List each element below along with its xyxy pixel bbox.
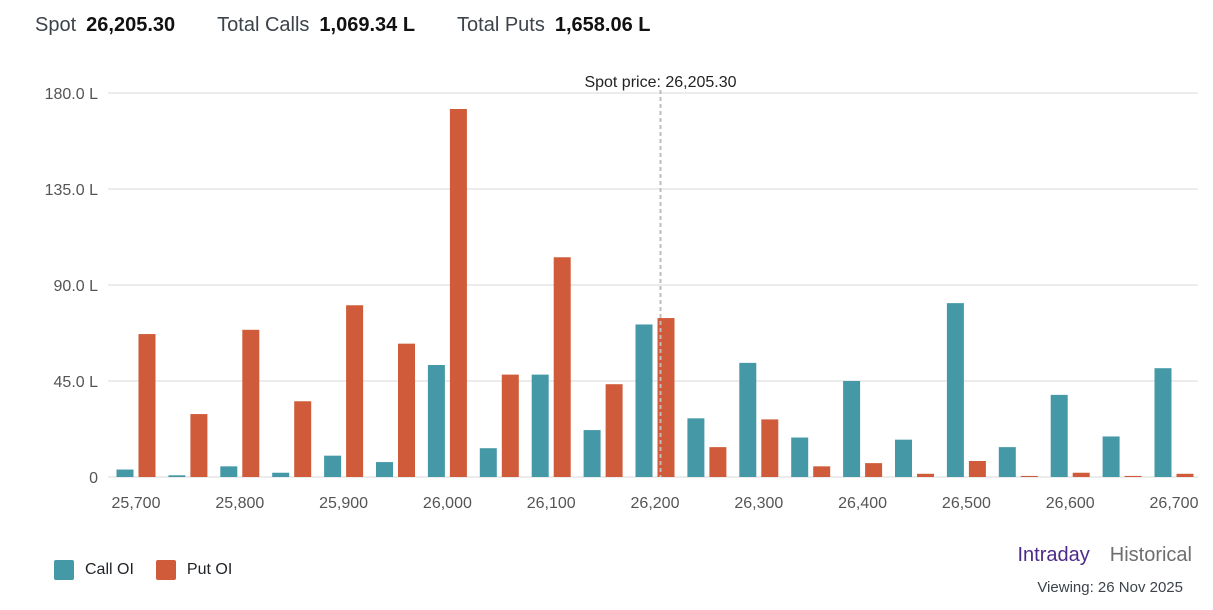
total-puts-stat: Total Puts 1,658.06 L	[457, 14, 650, 37]
call-oi-bar	[1154, 368, 1172, 477]
call-oi-bar	[843, 381, 861, 477]
put-oi-bar	[398, 343, 415, 477]
call-oi-legend-label: Call OI	[85, 561, 134, 578]
put-oi-bar	[501, 374, 519, 477]
total-calls-label: Total Calls	[217, 14, 310, 36]
oi-bar-chart: 0 45.0 L 90.0 L 135.0 L 180.0 L 25,700 25,800 2…	[45, 74, 1199, 512]
summary-stats: Spot 26,205.30 Total Calls 1,069.34 L To…	[35, 14, 692, 37]
call-oi-bar	[1050, 394, 1068, 477]
tab-intraday[interactable]: Intraday	[1017, 544, 1090, 566]
call-oi-bar	[895, 439, 912, 477]
call-oi-swatch	[54, 560, 74, 580]
x-tick-label: 25,800	[215, 495, 264, 512]
put-oi-swatch	[155, 560, 176, 580]
spot-label: Spot	[35, 14, 77, 36]
y-tick-label: 135.0 L	[45, 182, 98, 199]
call-oi-bar	[220, 466, 238, 477]
x-tick-label: 25,700	[112, 495, 161, 512]
put-oi-bar	[346, 305, 364, 477]
call-oi-bar	[583, 430, 601, 477]
viewing-date: Viewing: 26 Nov 2025	[1037, 579, 1183, 596]
call-oi-bar	[998, 447, 1016, 477]
x-tick-label: 25,900	[319, 495, 368, 512]
call-oi-bar	[791, 437, 809, 477]
x-tick-label: 26,200	[631, 495, 680, 512]
y-tick-label: 0	[89, 470, 98, 487]
put-oi-bar	[865, 463, 883, 477]
x-tick-label: 26,300	[734, 495, 783, 512]
tab-historical[interactable]: Historical	[1109, 544, 1192, 566]
call-oi-bar	[946, 303, 964, 477]
put-oi-bar	[1124, 475, 1142, 477]
put-oi-bar	[657, 318, 675, 477]
call-oi-bar	[168, 475, 186, 477]
total-calls-stat: Total Calls 1,069.34 L	[217, 14, 415, 37]
y-tick-label: 180.0 L	[45, 86, 98, 103]
call-oi-bar	[531, 374, 549, 477]
put-oi-bar	[968, 461, 986, 477]
legend-item-put-oi[interactable]: Put OI	[155, 560, 233, 580]
put-oi-bar	[709, 447, 727, 477]
spot-price-annotation: Spot price: 26,205.30	[584, 74, 736, 91]
put-oi-bar	[917, 473, 934, 477]
total-calls-value: 1,069.34 L	[319, 14, 416, 36]
y-tick-label: 45.0 L	[54, 374, 99, 391]
total-puts-label: Total Puts	[457, 14, 545, 36]
call-oi-bar	[739, 362, 757, 477]
put-oi-bar	[605, 384, 623, 477]
call-oi-bar	[687, 418, 705, 477]
call-oi-bar	[272, 472, 290, 477]
put-oi-bar	[1072, 472, 1090, 477]
put-oi-bar	[138, 334, 156, 477]
total-puts-value: 1,658.06 L	[554, 14, 651, 36]
call-oi-bar	[376, 462, 393, 477]
put-oi-bar	[813, 466, 831, 477]
call-oi-bar	[479, 448, 497, 477]
y-tick-label: 90.0 L	[54, 278, 99, 295]
put-oi-bar	[190, 414, 208, 477]
put-oi-bar	[1020, 475, 1038, 477]
put-oi-bar	[1176, 473, 1194, 477]
x-tick-label: 26,600	[1046, 495, 1095, 512]
spot-stat: Spot 26,205.30	[35, 14, 175, 37]
x-tick-label: 26,400	[838, 495, 887, 512]
put-oi-bar	[553, 257, 571, 477]
x-tick-label: 26,000	[423, 495, 472, 512]
view-tabs: Intraday Historical	[997, 544, 1192, 567]
call-oi-bar	[427, 365, 445, 477]
put-oi-bar	[242, 329, 260, 477]
x-tick-label: 26,500	[942, 495, 991, 512]
spot-value: 26,205.30	[86, 14, 176, 36]
x-tick-label: 26,700	[1150, 495, 1199, 512]
call-oi-bar	[116, 469, 134, 477]
put-oi-bar	[294, 401, 312, 477]
call-oi-bar	[324, 455, 342, 477]
put-oi-bar	[449, 109, 467, 477]
x-tick-label: 26,100	[527, 495, 576, 512]
call-oi-bar	[635, 324, 653, 477]
legend: Call OI Put OI	[54, 560, 254, 580]
legend-item-call-oi[interactable]: Call OI	[54, 560, 134, 580]
call-oi-bar	[1102, 436, 1120, 477]
put-oi-bar	[761, 419, 779, 477]
put-oi-legend-label: Put OI	[186, 561, 233, 578]
